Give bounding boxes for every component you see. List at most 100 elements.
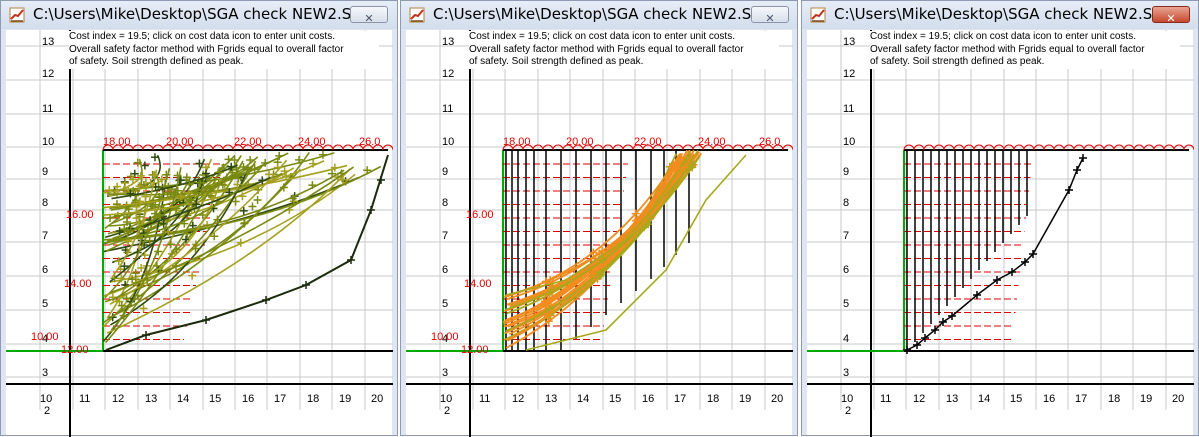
x-tick-label: 16 [242,393,254,405]
y-tick-label: 9 [42,166,48,178]
y-tick-label: 12 [42,68,54,80]
window-1-close-button[interactable]: ✕ [350,6,388,25]
curve-marker [646,214,655,223]
x-tick-label: 14 [577,393,589,405]
curve-marker [233,180,242,189]
curve-marker [931,326,939,334]
window-1-info-box: Cost index = 19.5; click on cost data ic… [69,31,379,69]
curve-marker [128,175,137,184]
info-line-1: Cost index = 19.5; click on cost data ic… [469,31,735,42]
window-2-close-button[interactable]: ✕ [751,6,789,25]
slope-app-icon [810,7,826,23]
curve-marker [243,164,252,173]
curve-marker [973,291,981,299]
curve-marker [150,153,159,162]
curve-marker [202,169,211,178]
curve-marker [236,238,245,247]
corner-x-label: 10 [40,393,52,405]
curve-marker [210,232,219,241]
surface-arcs [502,144,793,151]
curve-marker [121,179,130,188]
curve-marker [126,226,135,235]
x-tick-label: 17 [274,393,286,405]
corner-y-label: 2 [845,405,851,417]
curve-marker [1029,250,1037,258]
curve-marker [939,318,947,326]
window-3-close-button[interactable]: ✕ [1152,6,1190,25]
failure-curve [111,169,158,278]
top-label: 26.0 [359,136,380,148]
y-tick-label: 6 [442,264,448,276]
x-tick-label: 13 [545,393,557,405]
curve-marker [544,317,553,326]
close-icon: ✕ [1166,12,1176,25]
info-line-1: Cost index = 19.5; click on cost data ic… [870,31,1136,42]
curve-marker [541,277,550,286]
failure-curve [525,154,747,351]
curve-marker [1008,268,1016,276]
x-tick-label: 15 [209,393,221,405]
curve-marker [302,281,310,289]
window-2-titlebar[interactable]: C:\Users\Mike\Desktop\SGA check NEW2.SLP… [401,1,797,29]
y-tick-label: 12 [442,68,454,80]
info-line-3: of safety. Soil strength defined as peak… [69,56,244,67]
curve-marker [136,171,145,180]
y-tick-label: 13 [42,36,54,48]
x-tick-label: 16 [642,393,654,405]
curve-marker [117,274,126,283]
corner-y-label: 2 [44,405,50,417]
curve-marker [142,331,150,339]
window-3-plot[interactable]: 13 12 11 10 9 8 7 6 5 4 3 11 12 13 14 15 16 17 18 19 20 10 2 C… [807,30,1194,437]
curve-marker [545,296,554,305]
curve-marker [215,168,224,177]
x-tick-label: 20 [371,393,383,405]
info-line-2: Overall safety factor method with Fgrids… [69,43,344,55]
curve-marker [273,163,282,172]
corner-x-label: 10 [440,393,452,405]
curve-marker [173,171,182,180]
curve-marker [195,159,204,168]
top-label: 22.00 [634,136,662,148]
x-tick-label: 14 [177,393,189,405]
curve-marker [192,200,201,209]
x-tick-label: 12 [112,393,124,405]
window-3-titlebar[interactable]: C:\Users\Mike\Desktop\SGA check NEW2.SLP… [802,1,1198,29]
y-tick-label: 8 [442,197,448,209]
failure-curve [103,160,325,216]
curve-marker [1065,186,1073,194]
window-2-plot[interactable]: 13 12 11 10 9 8 7 6 5 4 3 11 12 13 14 15 16 17 18 19 20 10 2 16… [406,30,793,437]
curve-marker [330,163,339,172]
window-1-titlebar[interactable]: C:\Users\Mike\Desktop\SGA check NEW2.SLP… [1,1,397,29]
curve-marker [166,240,175,249]
curve-marker [948,312,956,320]
x-tick-label: 11 [79,393,90,405]
curve-marker [921,334,929,342]
curve-marker [140,251,149,260]
y-tick-label: 10 [42,136,54,148]
left-label: 14.00 [464,278,492,290]
x-tick-label: 17 [674,393,686,405]
y-tick-label: 6 [843,264,849,276]
curve-marker [680,163,689,172]
info-line-1: Cost index = 19.5; click on cost data ic… [69,31,335,42]
x-tick-label: 20 [771,393,783,405]
x-tick-label: 16 [1043,393,1055,405]
y-tick-label: 4 [843,333,849,345]
x-tick-label: 13 [145,393,157,405]
window-3: C:\Users\Mike\Desktop\SGA check NEW2.SLP… [801,0,1199,437]
curve-marker [227,162,236,171]
window-1-plot[interactable]: 13 12 11 10 9 8 7 6 5 4 3 11 12 13 14 15 16 17 18 19 20 10 2 16… [6,30,393,437]
surface-arcs [102,144,393,151]
critical-curve [906,157,1084,351]
curve-marker [182,173,191,182]
corner-y-label: 2 [444,405,450,417]
curve-marker [137,264,146,273]
curve-marker [150,171,159,180]
curve-marker [337,169,346,178]
curve-marker [903,346,911,354]
curve-marker [132,202,141,211]
curve-marker [275,151,284,160]
